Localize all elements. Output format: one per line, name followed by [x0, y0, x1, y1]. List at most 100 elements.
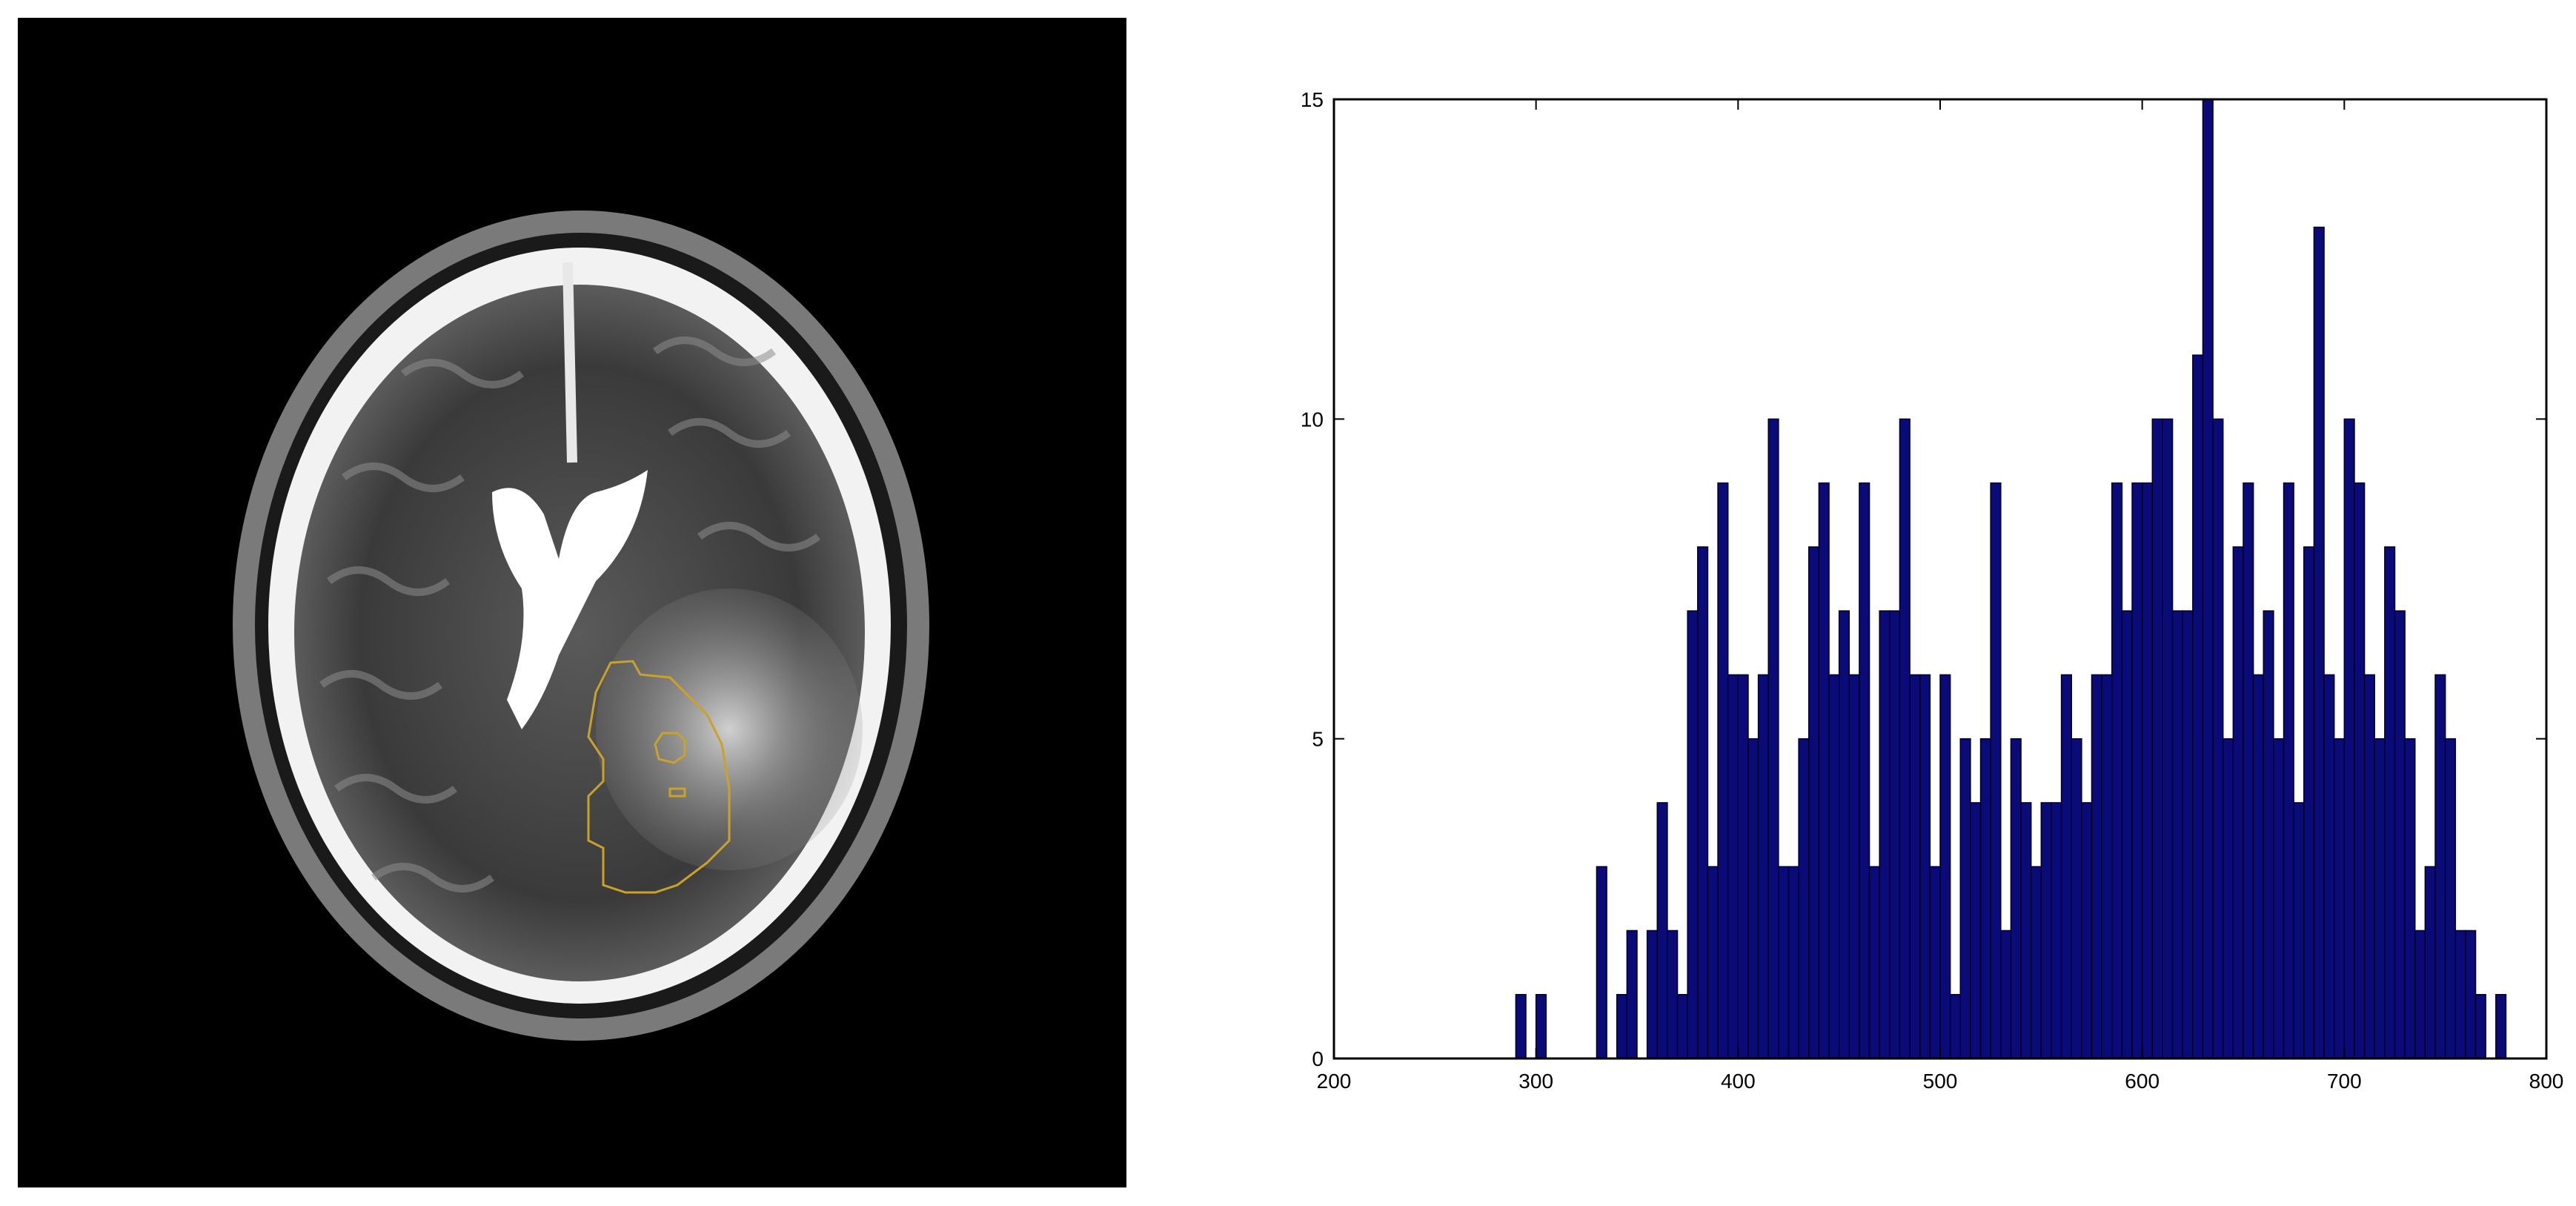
histogram-bar: [1828, 674, 1840, 1059]
histogram-bar: [2171, 610, 2183, 1059]
histogram-bar: [2182, 610, 2194, 1059]
histogram-bar: [2243, 482, 2254, 1059]
histogram-bar: [2394, 610, 2406, 1059]
histogram-bar: [1697, 546, 1709, 1059]
histogram-bar: [1848, 674, 1860, 1059]
histogram-bar: [1687, 610, 1699, 1059]
histogram-bar: [2303, 546, 2315, 1059]
x-tick-label: 600: [2125, 1070, 2160, 1093]
histogram-bar: [2384, 546, 2396, 1059]
histogram-bar: [2162, 418, 2174, 1059]
histogram-bar: [2071, 738, 2082, 1059]
x-tick-label: 800: [2529, 1070, 2564, 1093]
histogram-bar: [1616, 993, 1628, 1059]
histogram-panel: 200 300 400 500 600 700 800 0 5 10 15: [1215, 0, 2576, 1206]
histogram-bar: [1868, 866, 1880, 1059]
histogram-bar: [2333, 738, 2346, 1059]
histogram-bar: [1970, 802, 1982, 1059]
histogram-bar: [1535, 993, 1547, 1059]
histogram-bar: [1757, 674, 1769, 1059]
lesion-region: [596, 589, 863, 870]
histogram-bar: [1959, 738, 1971, 1059]
histogram-bar: [2212, 418, 2224, 1059]
x-tick-label: 200: [1317, 1070, 1352, 1093]
histogram-bar: [2454, 930, 2466, 1059]
histogram-bar: [2323, 674, 2335, 1059]
histogram-bar: [1667, 930, 1679, 1059]
histogram-bar: [2474, 993, 2486, 1059]
histogram-bar: [2273, 738, 2285, 1059]
histogram-bar: [2192, 354, 2204, 1059]
histogram-bar: [1787, 866, 1799, 1059]
histogram-bar: [2444, 738, 2457, 1059]
histogram-bar: [1707, 866, 1719, 1059]
histogram-bar: [1939, 674, 1951, 1059]
histogram-bar: [1879, 610, 1890, 1059]
histogram-bar: [2151, 418, 2163, 1059]
histogram-bar: [2363, 674, 2375, 1059]
histogram-bar: [2010, 738, 2022, 1059]
histogram-bar: [2414, 930, 2426, 1059]
histogram-bar: [2434, 674, 2446, 1059]
histogram-bar: [2313, 226, 2325, 1059]
histogram-bar: [2040, 802, 2052, 1059]
interhemispheric-fissure: [562, 262, 577, 463]
y-tick-label: 5: [1312, 728, 1324, 751]
histogram-bar: [1798, 738, 1810, 1059]
histogram-bar: [1909, 674, 1921, 1059]
histogram-bar: [2030, 866, 2042, 1059]
histogram-bar: [1596, 866, 1607, 1059]
histogram-bar: [2465, 930, 2477, 1059]
histogram-bar: [1626, 930, 1638, 1059]
gyri-texture: [319, 337, 820, 892]
histogram-bar: [2354, 482, 2366, 1059]
histogram-bars: [1515, 99, 2507, 1059]
lateral-ventricles: [492, 470, 648, 729]
axis-ticks: [1333, 99, 2547, 1059]
histogram-bar: [2020, 802, 2032, 1059]
histogram-chart: 200 300 400 500 600 700 800 0 5 10 15: [1301, 88, 2564, 1093]
histogram-bar: [1737, 674, 1749, 1059]
x-tick-label: 400: [1721, 1070, 1756, 1093]
histogram-bar: [2131, 482, 2143, 1059]
histogram-bar: [1808, 546, 1820, 1059]
histogram-bar: [2293, 802, 2305, 1059]
histogram-bar: [2404, 738, 2416, 1059]
y-tick-label: 15: [1301, 88, 1324, 111]
histogram-bar: [2141, 482, 2154, 1059]
histogram-bar: [1727, 674, 1739, 1059]
mri-image: [18, 18, 1126, 1187]
histogram-bar: [1899, 418, 1911, 1059]
histogram-bar: [1676, 993, 1688, 1059]
roi-contour: [587, 660, 731, 894]
x-tick-label: 500: [1923, 1070, 1958, 1093]
x-tick-label: 700: [2327, 1070, 2362, 1093]
tick-labels: 200 300 400 500 600 700 800 0 5 10 15: [1301, 88, 2564, 1093]
histogram-bar: [1838, 610, 1850, 1059]
histogram-bar: [1767, 418, 1779, 1059]
histogram-bar: [2000, 930, 2012, 1059]
histogram-bar: [2060, 674, 2072, 1059]
histogram-bar: [2232, 546, 2244, 1059]
histogram-bar: [2121, 610, 2133, 1059]
histogram-bar: [1979, 738, 1991, 1059]
histogram-bar: [1949, 993, 1962, 1059]
histogram-bar: [2424, 866, 2436, 1059]
histogram-bar: [2343, 418, 2355, 1059]
histogram-bar: [1656, 802, 1668, 1059]
histogram-bar: [2222, 738, 2234, 1059]
histogram-bar: [2101, 674, 2113, 1059]
histogram-bar: [2202, 99, 2214, 1059]
histogram-bar: [1929, 866, 1941, 1059]
histogram-bar: [2374, 738, 2386, 1059]
histogram-bar: [1717, 482, 1729, 1059]
histogram-bar: [2252, 674, 2265, 1059]
histogram-bar: [1747, 738, 1759, 1059]
histogram-bar: [2263, 610, 2274, 1059]
y-tick-label: 0: [1312, 1047, 1324, 1070]
histogram-bar: [1515, 993, 1527, 1059]
histogram-bar: [2111, 482, 2123, 1059]
histogram-bar: [1778, 866, 1790, 1059]
x-tick-label: 300: [1518, 1070, 1553, 1093]
histogram-bar: [1919, 674, 1931, 1059]
